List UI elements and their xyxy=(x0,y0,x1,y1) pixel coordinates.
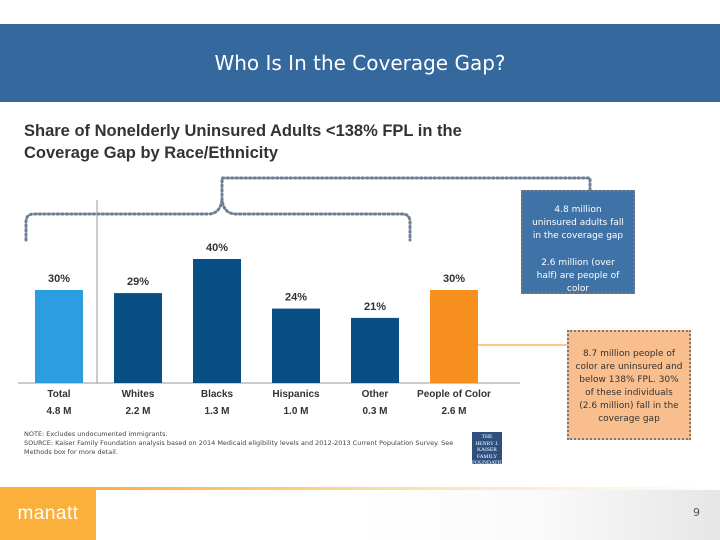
people-of-color-text: 2.6 million (over half) are people of co… xyxy=(536,258,620,294)
chart-labels: 30% Total 4.8 M 29% Whites 2.2 M 40% Blacks 1.3 … xyxy=(46,242,491,417)
gap-bracket xyxy=(24,176,592,346)
category-label: Total xyxy=(47,389,70,400)
kff-logo: THE HENRY J. KAISER FAMILY FOUNDATION xyxy=(472,432,508,466)
bar-hispanics xyxy=(272,308,320,383)
value-label: 21% xyxy=(364,301,386,313)
slide-title: Who Is In the Coverage Gap? xyxy=(214,51,506,75)
count-label: 1.0 M xyxy=(283,406,308,417)
bar-other xyxy=(351,317,399,383)
value-label: 30% xyxy=(443,273,465,285)
category-label: Blacks xyxy=(201,389,234,400)
note-text: NOTE: Excludes undocumented immigrants. xyxy=(24,430,168,438)
chart-notes: NOTE: Excludes undocumented immigrants. … xyxy=(24,430,474,457)
source-text: SOURCE: Kaiser Family Foundation analysi… xyxy=(24,439,454,456)
coverage-gap-text: 4.8 million uninsured adults fall in the… xyxy=(532,205,624,241)
coverage-gap-callout: 4.8 million uninsured adults fall in the… xyxy=(521,190,635,294)
category-label: Hispanics xyxy=(272,389,320,400)
footer xyxy=(0,487,720,540)
category-label: People of Color xyxy=(417,389,491,400)
value-label: 40% xyxy=(206,242,228,254)
page-number: 9 xyxy=(693,506,700,519)
value-label: 24% xyxy=(285,292,307,304)
count-label: 0.3 M xyxy=(362,406,387,417)
chart-title: Share of Nonelderly Uninsured Adults <13… xyxy=(24,122,462,162)
manatt-logo: manatt xyxy=(0,487,96,540)
bar-chart: 30% Total 4.8 M 29% Whites 2.2 M 40% Blacks 1.3 … xyxy=(18,176,592,417)
bar-blacks xyxy=(193,259,241,383)
bar-people-of-color xyxy=(430,290,478,383)
count-label: 2.2 M xyxy=(125,406,150,417)
category-label: Other xyxy=(362,389,389,400)
footer-stripe xyxy=(96,487,720,490)
bar-total xyxy=(35,290,83,383)
bracket-path xyxy=(24,199,412,242)
value-label: 30% xyxy=(48,273,70,285)
count-label: 4.8 M xyxy=(46,406,71,417)
count-label: 2.6 M xyxy=(441,406,466,417)
value-label: 29% xyxy=(127,276,149,288)
count-label: 1.3 M xyxy=(204,406,229,417)
bar-whites xyxy=(114,293,162,383)
category-label: Whites xyxy=(122,389,155,400)
title-bar: Who Is In the Coverage Gap? xyxy=(0,24,720,102)
orange-callout-text: 8.7 million people of color are uninsure… xyxy=(575,349,683,424)
people-of-color-callout: 8.7 million people of color are uninsure… xyxy=(567,330,691,440)
bars xyxy=(35,259,478,383)
bracket-connector xyxy=(220,176,592,202)
brand-name: manatt xyxy=(17,502,79,524)
